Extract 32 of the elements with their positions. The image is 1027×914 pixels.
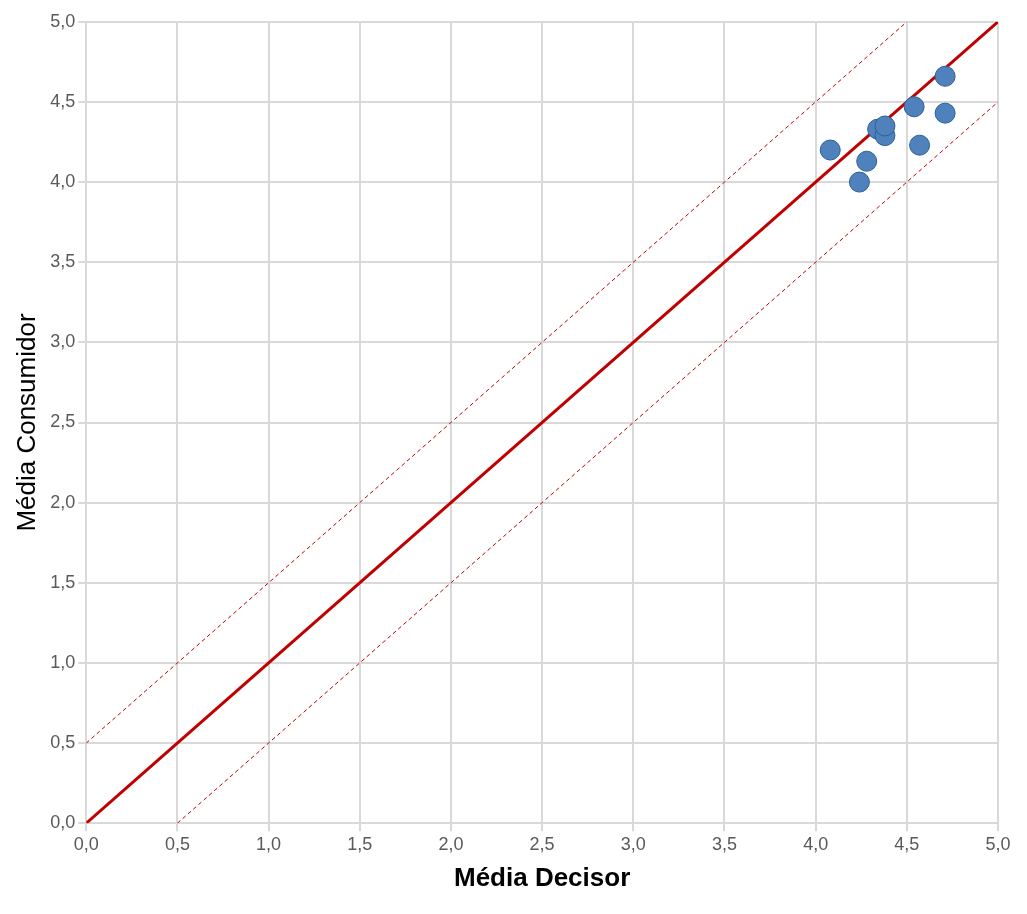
x-tick-label: 5,0 [985,833,1011,854]
x-tick-label: 2,5 [529,833,555,854]
y-axis-title: Média Consumidor [10,313,41,532]
y-tick-label: 4,5 [50,90,76,111]
y-tick-label: 5,0 [50,10,76,31]
point [856,150,878,172]
point [848,171,870,193]
y-tick-label: 0,0 [50,812,76,833]
y-tick-label: 4,0 [50,171,76,192]
y-tick-label: 1,0 [50,651,76,672]
y-tick-label: 2,5 [50,411,76,432]
point [934,65,956,87]
x-axis-title: Média Decisor [453,861,631,892]
y-tick-label: 3,5 [50,251,76,272]
point [909,134,931,156]
x-tick-label: 1,5 [347,833,373,854]
y-tick-label: 0,5 [50,732,76,753]
x-tick-label: 0,5 [164,833,190,854]
point [819,139,841,161]
y-tick-label: 2,0 [50,491,76,512]
x-tick-label: 3,0 [620,833,646,854]
x-tick-label: 0,0 [73,833,99,854]
x-tick-label: 3,5 [711,833,737,854]
y-tick-label: 3,0 [50,331,76,352]
point [874,115,896,137]
x-tick-label: 4,5 [894,833,920,854]
point [934,102,956,124]
x-tick-label: 1,0 [256,833,282,854]
x-tick-label: 4,0 [803,833,829,854]
x-tick-label: 2,0 [438,833,464,854]
y-tick-label: 1,5 [50,571,76,592]
point [903,96,925,118]
